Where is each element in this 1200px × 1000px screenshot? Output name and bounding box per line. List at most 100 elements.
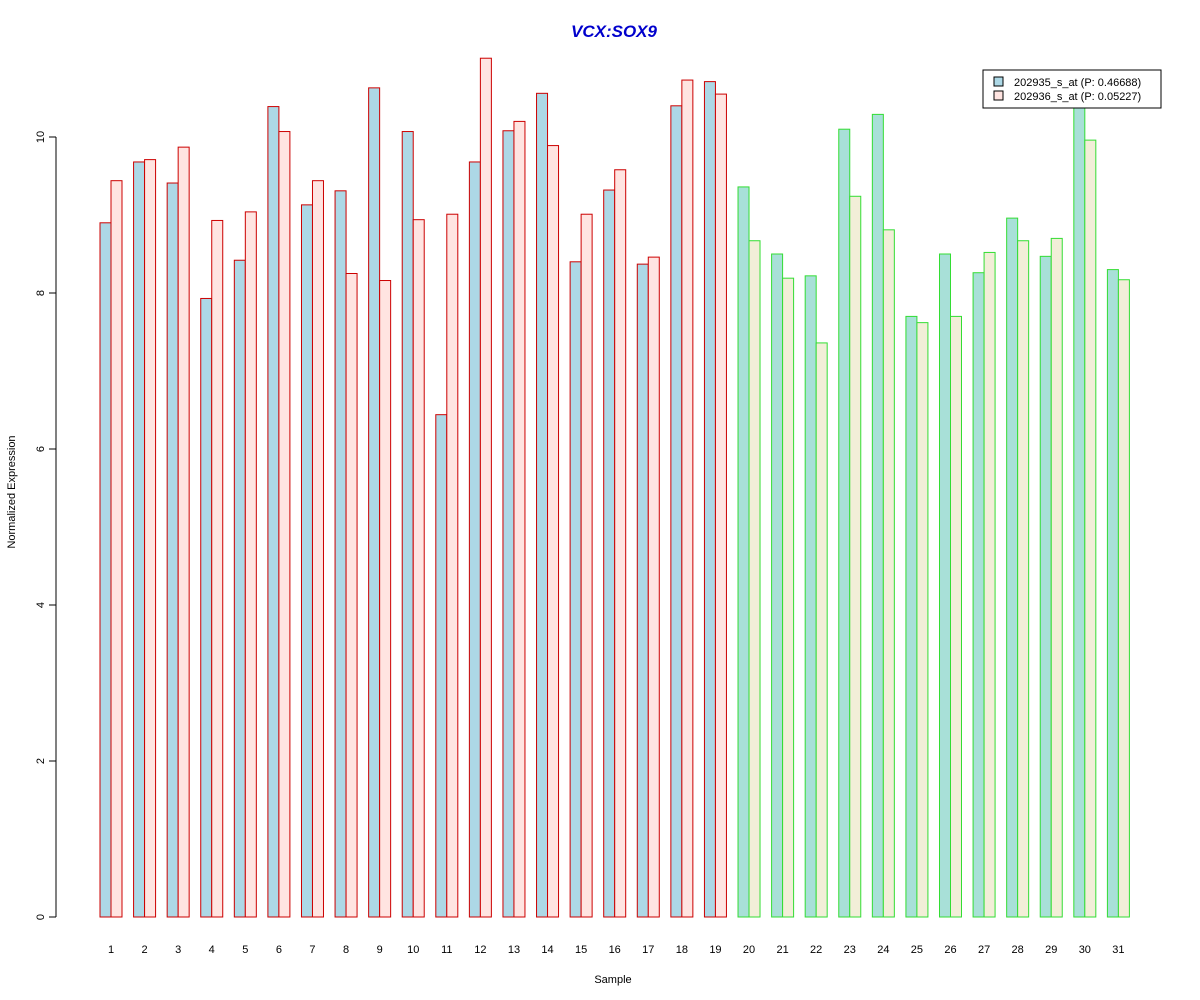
bar-sample-14-series-2 — [547, 145, 560, 918]
bar-sample-17-series-1 — [636, 263, 649, 918]
legend: 202935_s_at (P: 0.46688) 202936_s_at (P:… — [982, 69, 1162, 109]
x-axis-tick-label: 7 — [309, 944, 315, 956]
bar-sample-21-series-1 — [771, 253, 784, 918]
x-axis-tick-label: 18 — [676, 944, 688, 956]
bar-sample-22-series-2 — [815, 342, 828, 918]
bar-sample-20-series-2 — [748, 240, 761, 918]
bar-sample-7-series-1 — [300, 204, 313, 918]
y-axis-tick-label: 0 — [35, 914, 47, 920]
x-axis-tick-label: 9 — [377, 944, 383, 956]
bar-sample-26-series-1 — [939, 253, 951, 918]
x-axis-tick-label: 8 — [343, 944, 349, 956]
bar-sample-16-series-1 — [603, 189, 616, 918]
chart-title: VCX:SOX9 — [571, 22, 658, 41]
bar-sample-2-series-2 — [144, 159, 157, 918]
bar-sample-8-series-1 — [334, 190, 347, 918]
x-axis-tick-label: 11 — [441, 944, 452, 956]
bar-sample-9-series-2 — [379, 280, 392, 918]
x-axis-tick-label: 21 — [776, 944, 788, 956]
bar-sample-6-series-1 — [267, 106, 280, 918]
x-axis-tick-label: 6 — [276, 944, 282, 956]
bar-sample-19-series-1 — [703, 81, 716, 918]
bar-sample-12-series-1 — [468, 161, 481, 918]
bar-sample-3-series-2 — [177, 146, 190, 918]
bar-sample-20-series-1 — [737, 186, 750, 918]
legend-swatch-series-2 — [993, 90, 1004, 101]
x-axis-tick-label: 29 — [1045, 944, 1057, 956]
x-axis-tick-label: 26 — [944, 944, 956, 956]
bar-sample-17-series-2 — [647, 256, 660, 918]
x-axis-tick-label: 10 — [407, 944, 419, 956]
bar-sample-24-series-2 — [882, 229, 895, 918]
bar-sample-29-series-2 — [1050, 237, 1063, 918]
bar-sample-10-series-2 — [412, 219, 425, 918]
bar-sample-14-series-1 — [536, 92, 549, 918]
bar-sample-5-series-2 — [244, 211, 257, 918]
bar-sample-9-series-1 — [368, 87, 381, 918]
x-axis-tick-label: 5 — [242, 944, 248, 956]
x-axis-tick-label: 1 — [108, 944, 114, 956]
bar-sample-22-series-1 — [804, 275, 817, 918]
x-axis-tick-label: 23 — [844, 944, 856, 956]
legend-swatch-series-1 — [993, 76, 1004, 87]
y-axis-tick-label: 6 — [35, 446, 47, 452]
bar-sample-18-series-2 — [681, 79, 694, 918]
bar-sample-15-series-2 — [580, 213, 593, 918]
bar-sample-21-series-2 — [782, 277, 795, 918]
y-axis-tick-label: 2 — [35, 758, 47, 764]
legend-box — [982, 69, 1162, 109]
bar-sample-27-series-2 — [983, 251, 996, 918]
bar-sample-16-series-2 — [614, 169, 627, 918]
y-axis-tick-label: 10 — [35, 131, 47, 143]
x-axis-tick-labels: 1 2 3 4 5 6 7 8 9 10 11 12 13 14 15 16 17 18 19 20 21 22 23 24 2… — [108, 944, 1125, 956]
bar-sample-27-series-1 — [972, 272, 985, 918]
bar-sample-11-series-1 — [435, 414, 448, 918]
bar-sample-24-series-1 — [871, 113, 884, 918]
x-axis-tick-label: 15 — [575, 944, 587, 956]
y-axis-tick-label: 4 — [35, 602, 47, 608]
bar-sample-18-series-1 — [670, 105, 683, 918]
bar-sample-13-series-1 — [502, 130, 515, 918]
bar-sample-28-series-1 — [1006, 217, 1019, 918]
bar-sample-13-series-2 — [513, 120, 526, 918]
bar-sample-8-series-2 — [345, 273, 358, 918]
x-axis-label: Sample — [594, 974, 631, 986]
y-axis: 0 2 4 6 8 10 — [35, 131, 57, 920]
x-axis-tick-label: 12 — [474, 944, 486, 956]
bar-sample-1-series-1 — [99, 222, 112, 918]
y-axis-label: Normalized Expression — [6, 435, 18, 548]
x-axis-tick-label: 27 — [978, 944, 990, 956]
bar-sample-4-series-1 — [200, 297, 213, 918]
bar-sample-5-series-1 — [233, 259, 246, 918]
bar-sample-23-series-2 — [849, 195, 862, 918]
bar-sample-30-series-2 — [1084, 139, 1097, 918]
bar-sample-11-series-2 — [446, 213, 459, 918]
legend-label-series-1: 202935_s_at (P: 0.46688) — [1014, 77, 1141, 89]
y-axis-tick-label: 8 — [35, 290, 47, 296]
bar-sample-31-series-1 — [1106, 269, 1119, 918]
x-axis-tick-label: 2 — [142, 944, 148, 956]
bar-sample-12-series-2 — [479, 57, 492, 918]
bar-sample-30-series-1 — [1073, 106, 1086, 918]
x-axis-tick-label: 19 — [709, 944, 721, 956]
bar-sample-19-series-2 — [714, 93, 727, 918]
bar-sample-7-series-2 — [311, 180, 324, 918]
x-axis-tick-label: 14 — [541, 944, 553, 956]
x-axis-tick-label: 30 — [1079, 944, 1091, 956]
bar-sample-4-series-2 — [211, 219, 224, 918]
bar-sample-25-series-1 — [905, 315, 918, 918]
x-axis-tick-label: 28 — [1012, 944, 1024, 956]
bars — [99, 57, 1130, 918]
bar-sample-10-series-1 — [401, 131, 414, 918]
bar-sample-28-series-2 — [1017, 240, 1030, 918]
x-axis-tick-label: 25 — [911, 944, 923, 956]
legend-label-series-2: 202936_s_at (P: 0.05227) — [1014, 91, 1141, 103]
x-axis-tick-label: 22 — [810, 944, 822, 956]
x-axis-tick-label: 3 — [175, 944, 181, 956]
bar-sample-29-series-1 — [1039, 255, 1052, 918]
x-axis-tick-label: 16 — [609, 944, 621, 956]
x-axis-tick-label: 24 — [877, 944, 889, 956]
bar-sample-15-series-1 — [569, 261, 582, 918]
bar-sample-31-series-2 — [1117, 279, 1130, 918]
